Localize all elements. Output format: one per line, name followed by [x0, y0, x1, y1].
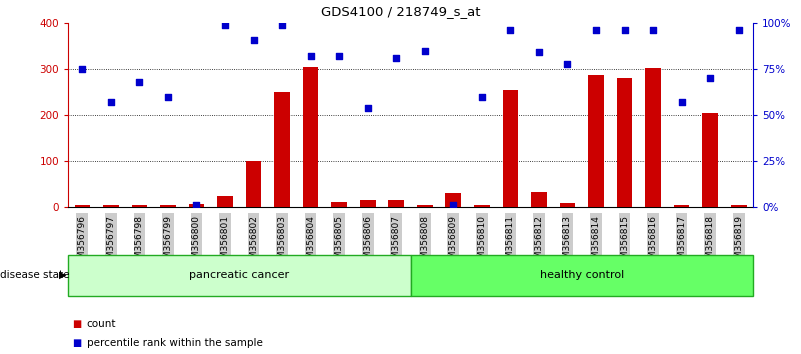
Point — [248, 37, 260, 42]
Bar — [502, 90, 518, 207]
Point — [504, 28, 517, 33]
Bar — [103, 205, 119, 207]
Point — [704, 75, 717, 81]
Bar — [388, 200, 404, 207]
Text: percentile rank within the sample: percentile rank within the sample — [87, 338, 263, 348]
Text: count: count — [87, 319, 116, 329]
Bar — [303, 67, 319, 207]
Point — [276, 22, 288, 28]
Bar — [474, 205, 489, 207]
Point — [162, 94, 175, 99]
Point — [361, 105, 374, 110]
Point — [447, 202, 460, 208]
Point — [590, 28, 602, 33]
Bar — [588, 75, 604, 207]
Bar — [217, 195, 233, 207]
Text: ■: ■ — [72, 338, 82, 348]
Point — [219, 22, 231, 28]
Bar — [274, 92, 290, 207]
Point — [190, 202, 203, 208]
Bar — [560, 204, 575, 207]
Point — [332, 53, 345, 59]
Point — [133, 79, 146, 85]
Point — [390, 55, 403, 61]
Point — [533, 50, 545, 55]
Bar — [131, 205, 147, 207]
Bar — [531, 192, 547, 207]
Point — [304, 53, 317, 59]
Text: ▶: ▶ — [58, 270, 66, 280]
Text: healthy control: healthy control — [540, 270, 624, 280]
Text: ■: ■ — [72, 319, 82, 329]
Bar — [674, 205, 690, 207]
Point — [561, 61, 574, 66]
Point — [675, 99, 688, 105]
Bar — [646, 68, 661, 207]
Bar — [617, 78, 632, 207]
Bar — [360, 200, 376, 207]
Bar — [74, 205, 91, 207]
Text: GDS4100 / 218749_s_at: GDS4100 / 218749_s_at — [320, 5, 481, 18]
Bar — [731, 205, 747, 207]
Point — [418, 48, 431, 53]
Point — [76, 66, 89, 72]
Bar — [189, 204, 204, 207]
Text: disease state: disease state — [0, 270, 70, 280]
Point — [732, 28, 745, 33]
Point — [618, 28, 631, 33]
Point — [646, 28, 659, 33]
Bar — [417, 205, 433, 207]
Bar — [246, 161, 261, 207]
Bar — [332, 202, 347, 207]
Bar — [445, 193, 461, 207]
Point — [104, 99, 117, 105]
Bar — [702, 113, 718, 207]
Bar — [160, 205, 175, 207]
Text: pancreatic cancer: pancreatic cancer — [189, 270, 289, 280]
Point — [476, 94, 489, 99]
